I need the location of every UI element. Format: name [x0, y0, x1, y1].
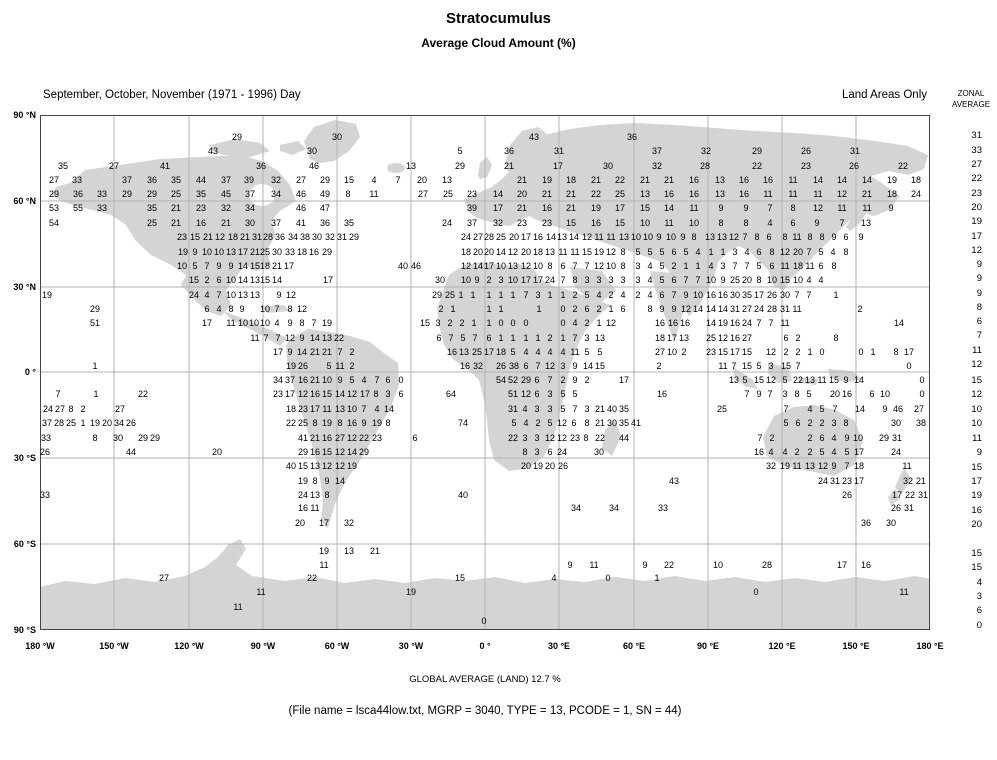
- zonal-average-value: 0: [976, 620, 982, 631]
- lon-tick-label: 60 °E: [622, 641, 646, 651]
- scope-label: Land Areas Only: [841, 89, 927, 101]
- zonal-average-value: 17: [971, 231, 982, 242]
- page-subtitle: Average Cloud Amount (%): [421, 36, 576, 50]
- zonal-average-value: 15: [971, 375, 982, 386]
- lat-tick-label: 30 °N: [13, 282, 36, 292]
- zonal-average-value: 3: [976, 591, 982, 602]
- zonal-average-value: 11: [972, 433, 982, 444]
- world-map: [40, 115, 930, 630]
- zonal-average-value: 23: [971, 188, 982, 199]
- world-map-svg: [40, 115, 930, 630]
- landmass-cuba: [260, 305, 290, 313]
- zonal-average-value: 6: [976, 316, 982, 327]
- hudson-bay: [249, 184, 275, 206]
- landmass-africa: [437, 262, 611, 471]
- zonal-average-value: 10: [971, 404, 982, 415]
- lat-tick-label: 0 °: [24, 367, 36, 377]
- landmass-java: [798, 377, 818, 385]
- zonal-average-label: ZONAL AVERAGE: [946, 88, 996, 110]
- zonal-average-value: 12: [971, 389, 982, 400]
- period-label: September, October, November (1971 - 199…: [43, 89, 301, 101]
- zonal-average-value: 15: [971, 562, 982, 573]
- landmass-central-america: [223, 311, 287, 346]
- landmass-australia: [763, 405, 863, 476]
- landmass-new-zealand-north: [895, 467, 911, 495]
- landmass-greenland: [304, 120, 360, 163]
- lon-tick-label: 150 °E: [842, 641, 870, 651]
- lat-tick-label: 30 °S: [13, 453, 36, 463]
- zonal-average-value: 7: [976, 330, 982, 341]
- global-average-label: GLOBAL AVERAGE (LAND) 12.7 %: [409, 674, 561, 685]
- landmass-borneo: [768, 363, 792, 383]
- landmass-new-zealand-south: [888, 489, 900, 505]
- lat-tick-label: 90 °S: [13, 625, 36, 635]
- landmass-sumatra: [733, 367, 758, 389]
- lon-tick-label: 0 °: [479, 641, 491, 651]
- zonal-average-value: 9: [976, 273, 982, 284]
- zonal-average-value: 15: [971, 462, 982, 473]
- file-info-label: (File name = lsca44low.txt, MGRP = 3040,…: [288, 705, 682, 717]
- zonal-average-value: 12: [971, 359, 982, 370]
- lon-tick-label: 90 °W: [250, 641, 276, 651]
- lat-tick-label: 90 °N: [13, 110, 36, 120]
- lon-tick-label: 180 °E: [916, 641, 944, 651]
- map-border: [40, 115, 930, 630]
- lon-tick-label: 30 °W: [398, 641, 424, 651]
- landmass-india: [650, 271, 695, 341]
- landmass-north-america: [51, 155, 296, 316]
- lon-tick-label: 120 °W: [174, 641, 204, 651]
- zonal-average-label-line1: ZONAL: [957, 89, 985, 98]
- zonal-average-value: 12: [971, 245, 982, 256]
- zonal-average-value: 27: [971, 159, 982, 170]
- page-title: Stratocumulus: [445, 10, 551, 27]
- lon-tick-label: 150 °W: [99, 641, 129, 651]
- zonal-average-value: 17: [971, 476, 982, 487]
- lon-tick-label: 60 °W: [324, 641, 350, 651]
- zonal-average-value: 22: [971, 173, 982, 184]
- zonal-average-value: 20: [971, 519, 982, 530]
- zonal-average-value: 19: [971, 216, 982, 227]
- landmass-arctic-islands: [210, 139, 270, 157]
- zonal-average-value: 20: [971, 202, 982, 213]
- lon-tick-label: 120 °E: [768, 641, 796, 651]
- zonal-average-value: 33: [971, 145, 982, 156]
- zonal-average-value: 4: [976, 577, 982, 588]
- zonal-average-value: 9: [976, 259, 982, 270]
- zonal-average-value: 19: [971, 490, 982, 501]
- landmass-arctic-islands-2: [280, 141, 306, 155]
- zonal-average-value: 9: [976, 288, 982, 299]
- map-grid: [40, 115, 930, 630]
- landmass-japan: [846, 199, 870, 231]
- zonal-average-value: 6: [976, 605, 982, 616]
- zonal-average-value: 15: [971, 548, 982, 559]
- zonal-average-label-line2: AVERAGE: [951, 100, 991, 109]
- lon-tick-label: 90 °E: [696, 641, 720, 651]
- lon-tick-label: 180 °W: [25, 641, 55, 651]
- zonal-average-value: 9: [976, 447, 982, 458]
- lon-tick-label: 30 °E: [547, 641, 571, 651]
- landmass-madagascar: [602, 420, 621, 456]
- landmass-new-guinea: [828, 369, 862, 383]
- lat-tick-label: 60 °S: [13, 539, 36, 549]
- landmass-eurasia: [464, 123, 928, 316]
- zonal-average-value: 8: [976, 302, 982, 313]
- zonal-average-value: 31: [971, 130, 982, 141]
- zonal-average-value: 11: [972, 345, 982, 356]
- landmass-south-america: [286, 329, 399, 528]
- landmass-iceland: [387, 163, 405, 173]
- lat-tick-label: 60 °N: [13, 196, 36, 206]
- zonal-average-value: 16: [971, 505, 982, 516]
- zonal-average-value: 10: [971, 418, 982, 429]
